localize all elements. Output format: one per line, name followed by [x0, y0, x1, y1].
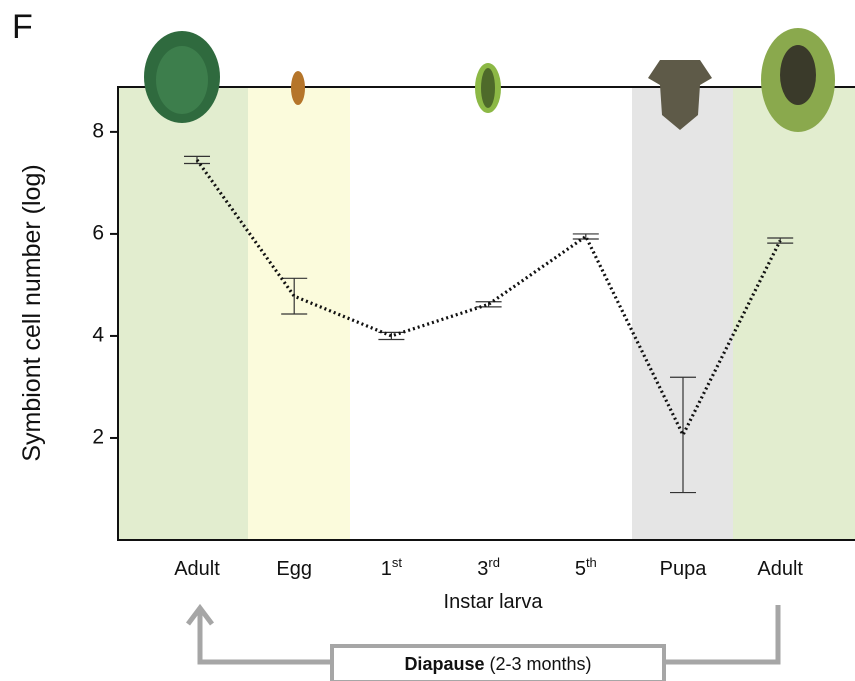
label-part: st — [392, 555, 403, 570]
diapause-duration: (2-3 months) — [490, 654, 592, 674]
panel-label: F — [12, 8, 33, 46]
adult-band — [118, 87, 248, 540]
x-axis-title: Instar larva — [444, 591, 544, 613]
chart: F Symbiont cell number (log) Instar larv… — [0, 0, 855, 681]
label-part: 1 — [381, 558, 392, 580]
label-part: 3 — [477, 558, 488, 580]
x-tick-label: Adult — [174, 558, 220, 580]
y-tick-label: 6 — [92, 221, 104, 244]
x-tick-label: Egg — [276, 558, 312, 580]
x-tick-label: 3rd — [477, 555, 500, 580]
y-tick-label: 4 — [92, 323, 104, 346]
x-tick-label: Adult — [757, 558, 803, 580]
label-part: 5 — [575, 558, 586, 580]
x-tick-label: 1st — [381, 555, 403, 580]
x-tick-label: 5th — [575, 555, 597, 580]
diapause-label: Diapause (2-3 months) — [404, 654, 591, 674]
error-bar — [573, 234, 599, 239]
x-tick-label: Pupa — [660, 558, 708, 580]
y-axis-title: Symbiont cell number (log) — [18, 164, 46, 461]
adult-band — [733, 87, 855, 540]
y-tick-label: 2 — [92, 426, 104, 449]
label-part: th — [586, 555, 597, 570]
diapause-bold: Diapause — [404, 654, 484, 674]
label-part: rd — [488, 555, 500, 570]
page: {"chart_data": {"type": "line", "panel_l… — [0, 0, 855, 681]
y-tick-label: 8 — [92, 119, 104, 142]
